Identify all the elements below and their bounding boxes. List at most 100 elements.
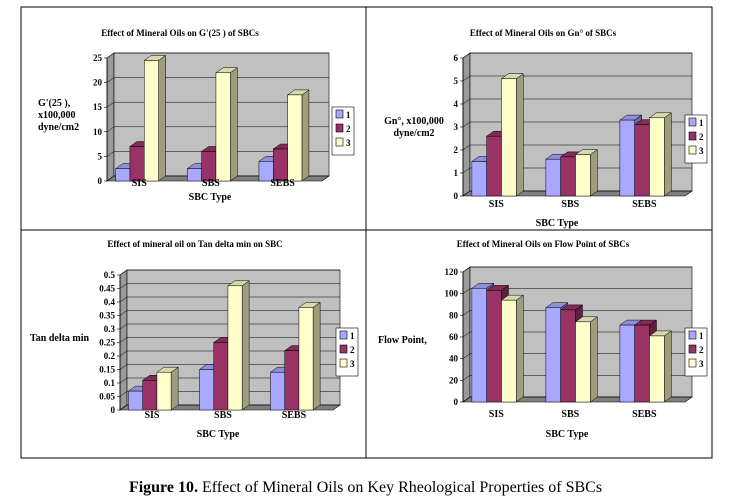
gridline: [462, 288, 692, 294]
bar-sbs-series-3: [574, 149, 599, 197]
y-tick-label: 0.4: [104, 297, 116, 307]
y-tick-label: 0.25: [99, 338, 115, 348]
legend-label-3: 3: [350, 359, 355, 369]
bar-front: [619, 324, 635, 403]
y-tick-label: 20: [449, 375, 459, 385]
bar-front: [213, 342, 229, 411]
category-label-sis: SIS: [489, 409, 504, 420]
legend-swatch-1: [688, 117, 697, 127]
y-axis-title-line: x100,000: [38, 110, 76, 121]
figure-number: Figure 10.: [128, 479, 198, 496]
y-axis-title: Tan delta min: [30, 333, 90, 344]
bar-front: [649, 335, 665, 403]
bar-front: [115, 168, 131, 182]
bar-front: [273, 148, 288, 182]
bar-sbs-series-3: [574, 316, 599, 403]
y-axis-title-line: Flow Point,: [378, 335, 427, 346]
y-tick-label: 5: [454, 76, 459, 86]
gridline: [119, 337, 340, 343]
legend-label-1: 1: [699, 331, 704, 341]
y-axis-title-line: Tan delta min: [30, 333, 90, 344]
y-tick-label: 10: [93, 127, 103, 137]
legend: 1 2 3: [331, 106, 355, 156]
category-label-sis: SIS: [132, 178, 147, 189]
y-tick-label: 80: [449, 310, 459, 320]
gridline: [462, 266, 692, 273]
bar-front: [128, 390, 143, 411]
y-tick-label: 20: [93, 78, 103, 88]
bar-front: [187, 168, 202, 182]
gridline: [119, 310, 340, 316]
x-axis-title: SBC Type: [197, 429, 240, 440]
bar-front: [298, 307, 314, 411]
y-tick-label: 0.1: [104, 378, 116, 388]
bar-front: [501, 299, 517, 403]
bar-front: [287, 94, 303, 182]
category-label-sbs: SBS: [561, 199, 579, 210]
gridline: [119, 283, 340, 289]
gridline: [119, 323, 340, 330]
y-tick-label: 3: [454, 122, 459, 132]
gridline: [119, 391, 340, 397]
x-axis-title: SBC Type: [536, 218, 579, 229]
gridline: [119, 404, 340, 411]
category-label-sis: SIS: [144, 410, 159, 421]
bar-front: [501, 78, 517, 197]
bar-front: [486, 290, 502, 403]
bar-sebs-series-3: [286, 89, 310, 182]
bar-front: [634, 124, 650, 197]
legend-label-1: 1: [350, 331, 355, 341]
bar-sis-series-3: [500, 294, 525, 403]
y-tick-label: 0.15: [99, 365, 115, 375]
bar-front: [545, 307, 561, 403]
bar-front: [486, 135, 502, 197]
legend-swatch-1: [335, 109, 344, 119]
gridline: [462, 375, 692, 381]
gridline: [462, 190, 692, 197]
gridline: [119, 296, 340, 303]
category-label-sebs: SEBS: [282, 410, 307, 421]
y-tick-label: 0: [454, 191, 459, 201]
chart-title: Effect of Mineral Oils on Flow Point of …: [457, 239, 630, 249]
gridline: [462, 75, 692, 82]
bar-front: [619, 119, 635, 197]
gridline: [106, 52, 329, 59]
legend-swatch-3: [688, 145, 697, 155]
y-axis-title-line: dyne/cm2: [38, 122, 79, 133]
gridline: [119, 350, 340, 357]
bar-front: [649, 117, 665, 197]
y-tick-label: 4: [454, 99, 459, 109]
gridline: [119, 364, 340, 370]
y-tick-label: 1: [454, 168, 459, 178]
y-tick-label: 100: [445, 289, 459, 299]
gridline: [106, 151, 329, 157]
legend-label-1: 1: [699, 118, 704, 128]
gridline: [462, 310, 692, 316]
y-tick-label: 6: [454, 53, 459, 63]
category-label-sebs: SEBS: [632, 199, 657, 210]
gridline: [462, 396, 692, 403]
legend-swatch-3: [339, 358, 348, 368]
gridline: [462, 98, 692, 105]
legend-label-3: 3: [699, 359, 704, 369]
gridline: [462, 52, 692, 59]
bar-front: [156, 371, 172, 411]
y-tick-label: 0.05: [99, 392, 115, 402]
x-axis-title: SBC Type: [189, 192, 232, 203]
bar-front: [471, 161, 487, 197]
legend-swatch-3: [335, 137, 344, 147]
bar-side: [301, 89, 310, 182]
legend-swatch-2: [688, 131, 697, 141]
legend-swatch-1: [339, 330, 348, 340]
legend-swatch-2: [339, 344, 348, 354]
bar-side: [516, 294, 524, 403]
bar-front: [142, 380, 158, 411]
category-label-sis: SIS: [489, 199, 504, 210]
bar-front: [471, 288, 487, 403]
gridline: [119, 377, 340, 384]
category-label-sbs: SBS: [561, 409, 579, 420]
chart-title: Effect of Mineral Oils on Gn° of SBCs: [470, 28, 617, 38]
chart-title: Effect of mineral oil on Tan delta min o…: [107, 239, 282, 249]
y-tick-label: 0.35: [99, 311, 115, 321]
category-label-sebs: SEBS: [270, 178, 295, 189]
